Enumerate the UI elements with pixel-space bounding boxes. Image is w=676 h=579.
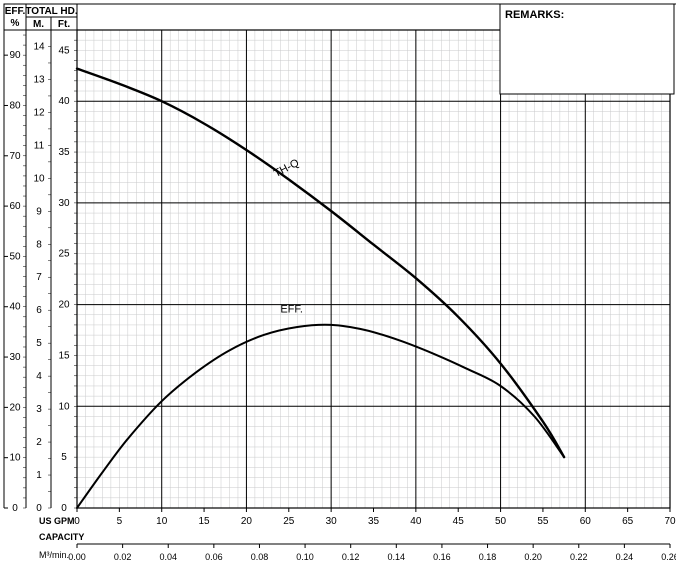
svg-text:4: 4 [36,371,42,382]
svg-text:20: 20 [9,402,21,413]
svg-text:10: 10 [58,401,70,412]
svg-text:6: 6 [36,305,42,316]
svg-text:40: 40 [410,516,422,527]
svg-text:3: 3 [36,404,42,415]
svg-text:40: 40 [9,302,21,313]
svg-text:20: 20 [241,516,253,527]
svg-text:0.14: 0.14 [388,552,406,562]
svg-text:0.18: 0.18 [479,552,497,562]
svg-text:0.26: 0.26 [661,552,676,562]
svg-text:M³/min.: M³/min. [39,550,69,560]
svg-text:0.06: 0.06 [205,552,223,562]
svg-text:25: 25 [283,516,295,527]
svg-text:0.24: 0.24 [616,552,634,562]
svg-text:0: 0 [74,516,80,527]
svg-text:50: 50 [495,516,507,527]
svg-text:2: 2 [36,437,42,448]
eff-curve-label: EFF. [280,304,303,316]
chart-svg: REMARKS:EFF.%TOTAL HD.M.Ft.0102030405060… [0,0,676,579]
svg-text:1: 1 [36,470,42,481]
svg-text:45: 45 [453,516,465,527]
svg-text:0.16: 0.16 [433,552,451,562]
svg-text:70: 70 [664,516,676,527]
svg-text:25: 25 [58,249,70,260]
svg-text:10: 10 [156,516,168,527]
svg-text:7: 7 [36,272,42,283]
svg-text:0.08: 0.08 [251,552,269,562]
svg-text:30: 30 [326,516,338,527]
svg-text:65: 65 [622,516,634,527]
svg-text:12: 12 [33,107,45,118]
svg-text:EFF.: EFF. [5,6,26,17]
svg-text:15: 15 [58,350,70,361]
svg-text:8: 8 [36,239,42,250]
svg-text:20: 20 [58,300,70,311]
svg-text:0: 0 [36,503,42,514]
svg-text:5: 5 [117,516,123,527]
svg-text:30: 30 [58,198,70,209]
svg-text:0.00: 0.00 [68,552,86,562]
svg-text:14: 14 [33,41,45,52]
svg-text:5: 5 [61,452,67,463]
pump-curve-chart: REMARKS:EFF.%TOTAL HD.M.Ft.0102030405060… [0,0,676,579]
svg-text:0.04: 0.04 [159,552,177,562]
svg-text:0.22: 0.22 [570,552,588,562]
svg-text:15: 15 [199,516,211,527]
svg-text:40: 40 [58,96,70,107]
svg-text:0.12: 0.12 [342,552,360,562]
svg-text:Ft.: Ft. [58,19,70,30]
svg-text:11: 11 [34,140,45,151]
svg-text:60: 60 [580,516,592,527]
svg-text:M.: M. [33,19,44,30]
svg-text:35: 35 [368,516,380,527]
svg-text:5: 5 [36,338,42,349]
svg-text:10: 10 [33,173,45,184]
svg-text:TOTAL HD.: TOTAL HD. [25,6,77,17]
svg-text:70: 70 [9,151,21,162]
svg-text:80: 80 [9,100,21,111]
svg-text:US GPM: US GPM [39,516,75,526]
svg-text:30: 30 [9,352,21,363]
svg-text:13: 13 [33,74,45,85]
remarks-label: REMARKS: [505,9,564,21]
svg-text:0: 0 [61,503,67,514]
svg-text:9: 9 [36,206,42,217]
svg-text:0.02: 0.02 [114,552,132,562]
svg-text:45: 45 [58,45,70,56]
svg-text:%: % [11,18,20,29]
svg-text:0.20: 0.20 [524,552,542,562]
svg-text:55: 55 [537,516,549,527]
svg-text:50: 50 [9,251,21,262]
svg-text:0: 0 [12,503,18,514]
svg-text:90: 90 [9,50,21,61]
svg-text:0.10: 0.10 [296,552,314,562]
svg-text:10: 10 [9,453,21,464]
svg-text:60: 60 [9,201,21,212]
svg-text:CAPACITY: CAPACITY [39,532,84,542]
svg-text:35: 35 [58,147,70,158]
